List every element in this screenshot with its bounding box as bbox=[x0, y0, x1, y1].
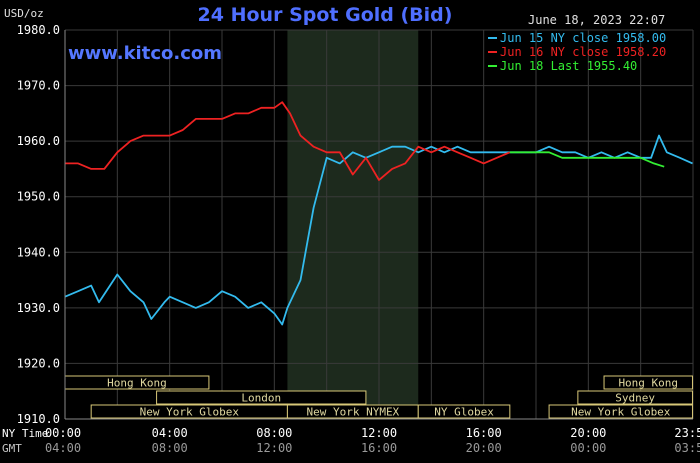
gmt-label: GMT bbox=[2, 442, 22, 455]
x-tick-label-ny: 12:00 bbox=[361, 426, 397, 440]
kitco-brand: www.kitco.com bbox=[68, 43, 222, 64]
y-tick-label: 1920.0 bbox=[17, 356, 60, 370]
legend-entry: Jun 16 NY close 1958.20 bbox=[500, 45, 666, 59]
session-label: Hong Kong bbox=[107, 377, 167, 390]
unit-label: USD/oz bbox=[4, 7, 44, 20]
legend-entry: Jun 18 Last 1955.40 bbox=[500, 59, 637, 73]
session-label: New York Globex bbox=[140, 406, 240, 419]
chart-title: 24 Hour Spot Gold (Bid) bbox=[198, 4, 453, 26]
y-tick-label: 1970.0 bbox=[17, 79, 60, 93]
timestamp: June 18, 2023 22:07 bbox=[528, 13, 665, 27]
x-tick-label-ny: 08:00 bbox=[256, 426, 292, 440]
session-label: New York Globex bbox=[571, 406, 671, 419]
session-box bbox=[417, 404, 511, 419]
x-tick-label-ny: 16:00 bbox=[466, 426, 502, 440]
x-tick-label-ny: 00:00 bbox=[45, 426, 81, 440]
series-line bbox=[509, 151, 665, 168]
session-box bbox=[548, 404, 693, 419]
x-tick-label-gmt: 00:00 bbox=[570, 441, 606, 455]
session-label: Hong Kong bbox=[618, 377, 678, 390]
session-box bbox=[577, 390, 693, 405]
x-tick-label-gmt: 08:00 bbox=[152, 441, 188, 455]
y-tick-label: 1930.0 bbox=[17, 301, 60, 315]
y-tick-label: 1910.0 bbox=[17, 412, 60, 426]
x-tick-label-gmt: 03:59 bbox=[674, 441, 700, 455]
axes: 1980.0 1970.0 1960.0 1950.0 1940.0 1930.0 1920… bbox=[17, 23, 700, 455]
session-label: New York NYMEX bbox=[306, 406, 399, 419]
x-tick-label-ny: 20:00 bbox=[570, 426, 606, 440]
session-box bbox=[156, 390, 367, 405]
y-tick-label: 1960.0 bbox=[17, 134, 60, 148]
session-label: London bbox=[241, 392, 281, 405]
y-tick-label: 1950.0 bbox=[17, 190, 60, 204]
x-tick-label-ny: 23:59 bbox=[674, 426, 700, 440]
x-tick-label-gmt: 16:00 bbox=[361, 441, 397, 455]
y-tick-label: 1940.0 bbox=[17, 245, 60, 259]
session-box bbox=[603, 375, 693, 390]
x-tick-label-gmt: 12:00 bbox=[256, 441, 292, 455]
ny-time-label: NY Time bbox=[2, 427, 48, 440]
legend-entry: Jun 15 NY close 1958.00 bbox=[500, 31, 666, 45]
y-tick-label: 1980.0 bbox=[17, 23, 60, 37]
session-label: Sydney bbox=[615, 392, 655, 405]
nymex-session-shade bbox=[287, 30, 419, 419]
x-tick-label-gmt: 20:00 bbox=[466, 441, 502, 455]
x-tick-label-gmt: 04:00 bbox=[45, 441, 81, 455]
price-series bbox=[64, 101, 693, 326]
series-line bbox=[65, 101, 511, 181]
x-tick-label-ny: 04:00 bbox=[152, 426, 188, 440]
session-label: NY Globex bbox=[434, 406, 494, 419]
series-line bbox=[64, 134, 693, 326]
